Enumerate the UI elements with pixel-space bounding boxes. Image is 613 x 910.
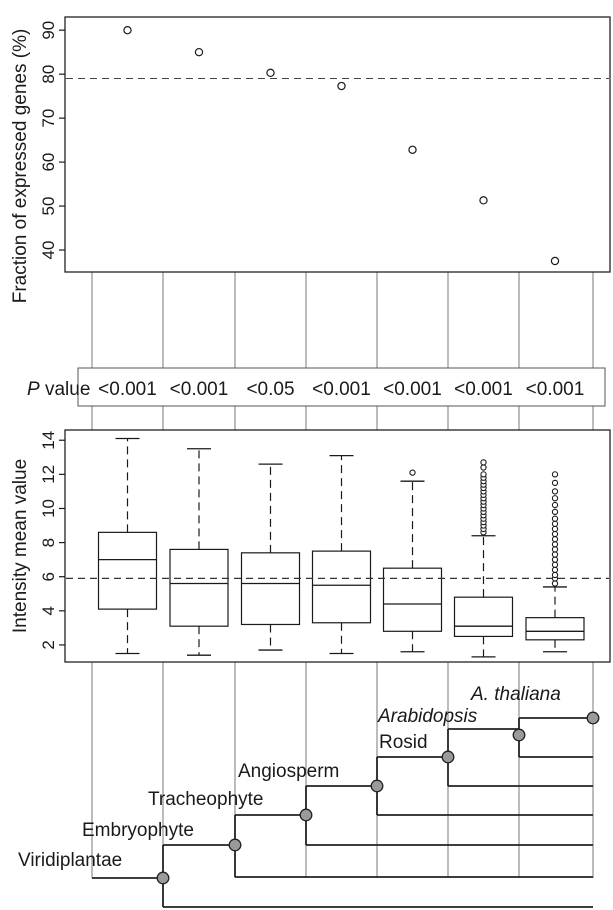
boxplot-y-tick-label: 10 bbox=[39, 499, 58, 518]
box-body bbox=[240, 552, 301, 626]
tree-node-dot bbox=[156, 871, 170, 885]
p-value-frame bbox=[77, 367, 606, 407]
box-4 bbox=[311, 454, 372, 655]
box-outlier bbox=[551, 556, 559, 563]
box-body bbox=[453, 596, 514, 638]
phylogeny-tree: Viridiplantae Embryophyte Tracheophyte Angi… bbox=[18, 684, 600, 908]
tree-label: A. thaliana bbox=[470, 684, 561, 705]
scatter-point bbox=[266, 68, 275, 78]
box-2 bbox=[169, 448, 229, 656]
tree-node-dot bbox=[441, 750, 455, 764]
box-outlier bbox=[409, 469, 416, 476]
boxplot-y-tick-label: 4 bbox=[39, 606, 58, 615]
scatter-y-tick-label: 50 bbox=[39, 197, 58, 216]
box-outlier bbox=[551, 561, 559, 568]
box-outlier bbox=[551, 488, 559, 495]
tree-label: Rosid bbox=[379, 732, 428, 753]
p-value-label: P value bbox=[27, 379, 90, 400]
box-body bbox=[525, 617, 585, 641]
scatter-point bbox=[408, 145, 417, 154]
p-value-cell: <0.001 bbox=[526, 379, 585, 400]
scatter-point bbox=[337, 81, 346, 91]
box-outlier bbox=[551, 536, 559, 543]
scatter-y-tick-label: 70 bbox=[39, 109, 58, 128]
box-body bbox=[382, 567, 443, 632]
p-value-cell: <0.001 bbox=[312, 379, 371, 400]
scatter-point bbox=[194, 47, 204, 57]
tree-label: Embryophyte bbox=[82, 820, 194, 841]
box-outlier bbox=[551, 546, 559, 553]
box-outlier bbox=[551, 508, 559, 516]
box-outlier bbox=[551, 580, 559, 587]
box-3 bbox=[240, 463, 301, 651]
box-outlier bbox=[551, 530, 559, 538]
box-outlier bbox=[480, 464, 487, 471]
tree-node-dot bbox=[228, 838, 242, 852]
scatter-y-axis-label: Fraction of expressed genes (%) bbox=[10, 29, 31, 304]
p-value-cell: <0.001 bbox=[454, 379, 513, 400]
tree-label: Tracheophyte bbox=[148, 789, 263, 810]
p-value-cell: <0.001 bbox=[383, 379, 442, 400]
scatter-y-tick-label: 90 bbox=[39, 21, 58, 40]
boxplot-y-axis-label: Intensity mean value bbox=[10, 459, 31, 633]
box-1 bbox=[97, 437, 158, 655]
box-outlier bbox=[551, 471, 559, 478]
box-outlier bbox=[480, 471, 487, 478]
box-outlier bbox=[551, 525, 559, 533]
box-outlier bbox=[551, 541, 559, 548]
scatter-point bbox=[550, 256, 560, 266]
scatter-y-tick-label: 80 bbox=[39, 65, 58, 84]
tree-node-dot bbox=[512, 728, 526, 742]
scatter-y-tick-label: 40 bbox=[39, 241, 58, 260]
box-outlier bbox=[551, 515, 559, 522]
boxplot-y-tick-label: 14 bbox=[39, 431, 58, 450]
box-body bbox=[169, 548, 229, 627]
box-outlier bbox=[551, 495, 559, 502]
boxplot-panel: Intensity mean value 2 4 6 8 10 12 14 bbox=[10, 429, 611, 663]
tree-node-dot bbox=[299, 808, 313, 822]
scatter-y-tick-label: 60 bbox=[39, 153, 58, 172]
box-body bbox=[97, 531, 158, 610]
tree-label: Arabidopsis bbox=[377, 706, 478, 727]
box-outlier bbox=[551, 551, 559, 558]
box-body bbox=[311, 550, 372, 624]
tree-node-dot bbox=[586, 711, 600, 725]
box-outlier bbox=[480, 459, 487, 466]
boxplot-y-tick-label: 8 bbox=[39, 538, 58, 547]
p-value-cell: <0.001 bbox=[98, 379, 157, 400]
scatter-point bbox=[479, 196, 488, 205]
p-value-cell: <0.001 bbox=[170, 379, 229, 400]
box-outlier bbox=[551, 520, 559, 527]
tree-label: Viridiplantae bbox=[18, 850, 122, 871]
scatter-panel: Fraction of expressed genes (%) 40 50 60 70… bbox=[10, 16, 611, 304]
box-outlier bbox=[551, 501, 559, 509]
tree-node-dot bbox=[370, 779, 384, 793]
boxplot-y-tick-label: 2 bbox=[39, 640, 58, 649]
tree-label: Angiosperm bbox=[238, 761, 339, 782]
scatter-frame bbox=[64, 16, 611, 273]
box-outlier bbox=[551, 566, 559, 574]
boxplot-y-tick-label: 12 bbox=[39, 465, 58, 484]
box-outlier bbox=[551, 571, 559, 579]
box-7 bbox=[525, 471, 585, 653]
scatter-point bbox=[123, 25, 132, 35]
box-outlier bbox=[551, 479, 559, 487]
boxplot-y-tick-label: 6 bbox=[39, 572, 58, 581]
box-6 bbox=[453, 459, 514, 658]
p-value-cell: <0.05 bbox=[246, 379, 294, 400]
p-value-row: P value <0.001 <0.001 <0.05 <0.001 <0.001 <0.… bbox=[27, 367, 606, 407]
